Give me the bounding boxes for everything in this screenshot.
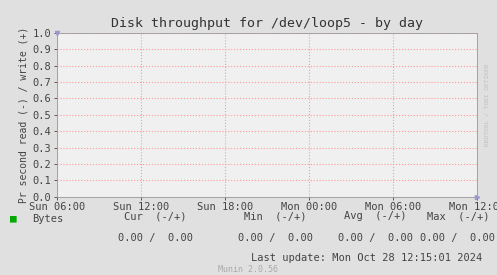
Text: Munin 2.0.56: Munin 2.0.56: [219, 265, 278, 274]
Text: 0.00 /  0.00: 0.00 / 0.00: [238, 233, 313, 243]
Text: ■: ■: [10, 214, 17, 224]
Text: Bytes: Bytes: [32, 214, 64, 224]
Text: Min  (-/+): Min (-/+): [244, 211, 306, 221]
Text: Max  (-/+): Max (-/+): [427, 211, 489, 221]
Text: 0.00 /  0.00: 0.00 / 0.00: [117, 233, 192, 243]
Text: Avg  (-/+): Avg (-/+): [344, 211, 406, 221]
Text: 0.00 /  0.00: 0.00 / 0.00: [337, 233, 413, 243]
Text: RRDTOOL / TOBI OETIKER: RRDTOOL / TOBI OETIKER: [485, 63, 490, 146]
Text: 0.00 /  0.00: 0.00 / 0.00: [420, 233, 496, 243]
Y-axis label: Pr second read (-) / write (+): Pr second read (-) / write (+): [19, 27, 29, 203]
Text: Last update: Mon Oct 28 12:15:01 2024: Last update: Mon Oct 28 12:15:01 2024: [251, 253, 482, 263]
Text: Cur  (-/+): Cur (-/+): [124, 211, 186, 221]
Title: Disk throughput for /dev/loop5 - by day: Disk throughput for /dev/loop5 - by day: [111, 17, 423, 31]
